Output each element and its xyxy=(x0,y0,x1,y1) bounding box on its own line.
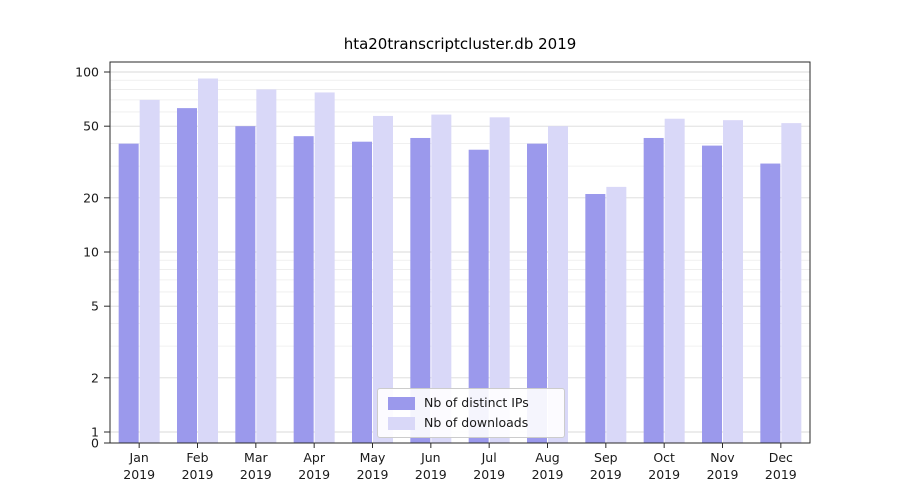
bar-downloads xyxy=(664,118,685,444)
x-tick-label-year: 2019 xyxy=(123,467,155,482)
legend-swatch-distinct-ips xyxy=(388,396,415,410)
x-tick-label: Mar xyxy=(244,450,268,465)
bar-downloads xyxy=(431,114,452,444)
x-tick-label: Nov xyxy=(710,450,735,465)
x-tick-label-year: 2019 xyxy=(473,467,505,482)
bar-distinct-ips xyxy=(410,137,431,443)
legend: Nb of distinct IPs Nb of downloads xyxy=(377,388,565,438)
bar-downloads xyxy=(606,186,627,444)
legend-label-distinct-ips: Nb of distinct IPs xyxy=(424,395,529,410)
x-tick-label-year: 2019 xyxy=(707,467,739,482)
y-tick-label: 2 xyxy=(91,370,99,385)
x-tick-label: Jun xyxy=(420,450,441,465)
bar-distinct-ips xyxy=(643,137,664,443)
bar-downloads xyxy=(548,126,568,444)
bar-downloads xyxy=(723,120,743,443)
y-tick-label: 5 xyxy=(91,299,99,314)
bar-distinct-ips xyxy=(118,143,139,443)
x-tick-label-year: 2019 xyxy=(240,467,272,482)
y-tick-label: 100 xyxy=(75,65,99,80)
y-tick-label: 10 xyxy=(83,245,99,260)
legend-item-distinct-ips: Nb of distinct IPs xyxy=(388,396,554,410)
legend-swatch-downloads xyxy=(388,416,415,430)
bar-distinct-ips xyxy=(702,145,722,443)
x-tick-label: Oct xyxy=(653,450,675,465)
x-tick-label-year: 2019 xyxy=(590,467,622,482)
bar-downloads xyxy=(373,115,393,443)
bar-distinct-ips xyxy=(760,163,781,443)
x-tick-label: Jul xyxy=(481,450,497,465)
x-tick-label-year: 2019 xyxy=(357,467,389,482)
chart-title: hta20transcriptcluster.db 2019 xyxy=(344,35,577,53)
bar-downloads xyxy=(781,123,802,444)
bar-distinct-ips xyxy=(293,136,314,443)
x-tick-label: Feb xyxy=(186,450,208,465)
bars xyxy=(118,78,802,444)
bar-distinct-ips xyxy=(177,108,197,443)
x-tick-label: Jan xyxy=(129,450,149,465)
x-tick-label-year: 2019 xyxy=(415,467,447,482)
bar-distinct-ips xyxy=(527,143,547,443)
legend-label-downloads: Nb of downloads xyxy=(424,415,529,430)
x-tick-label: Apr xyxy=(303,450,325,465)
y-tick-label: 50 xyxy=(83,119,99,134)
x-tick-label: Aug xyxy=(535,450,559,465)
bar-distinct-ips xyxy=(352,141,372,443)
bar-downloads xyxy=(314,92,335,443)
x-tick-label-year: 2019 xyxy=(532,467,564,482)
x-tick-label-year: 2019 xyxy=(298,467,330,482)
x-tick-label-year: 2019 xyxy=(765,467,797,482)
y-tick-label: 20 xyxy=(83,190,99,205)
y-tick-label: 1 xyxy=(91,425,99,440)
x-tick-label-year: 2019 xyxy=(182,467,214,482)
x-tick-label-year: 2019 xyxy=(648,467,680,482)
legend-item-downloads: Nb of downloads xyxy=(388,416,554,430)
tick-labels: Jan2019Feb2019Mar2019Apr2019May2019Jun20… xyxy=(75,65,797,483)
bar-distinct-ips xyxy=(235,126,256,444)
x-tick-label: Dec xyxy=(769,450,793,465)
bar-downloads xyxy=(198,78,218,443)
x-tick-label: Sep xyxy=(594,450,618,465)
y-tick-label: 0 xyxy=(91,436,99,451)
bar-distinct-ips xyxy=(468,149,489,443)
gridlines xyxy=(110,71,810,433)
bar-downloads xyxy=(139,99,160,443)
bar-downloads xyxy=(489,117,510,443)
x-tick-label: May xyxy=(360,450,386,465)
bar-downloads xyxy=(256,89,277,444)
bar-distinct-ips xyxy=(585,194,606,443)
